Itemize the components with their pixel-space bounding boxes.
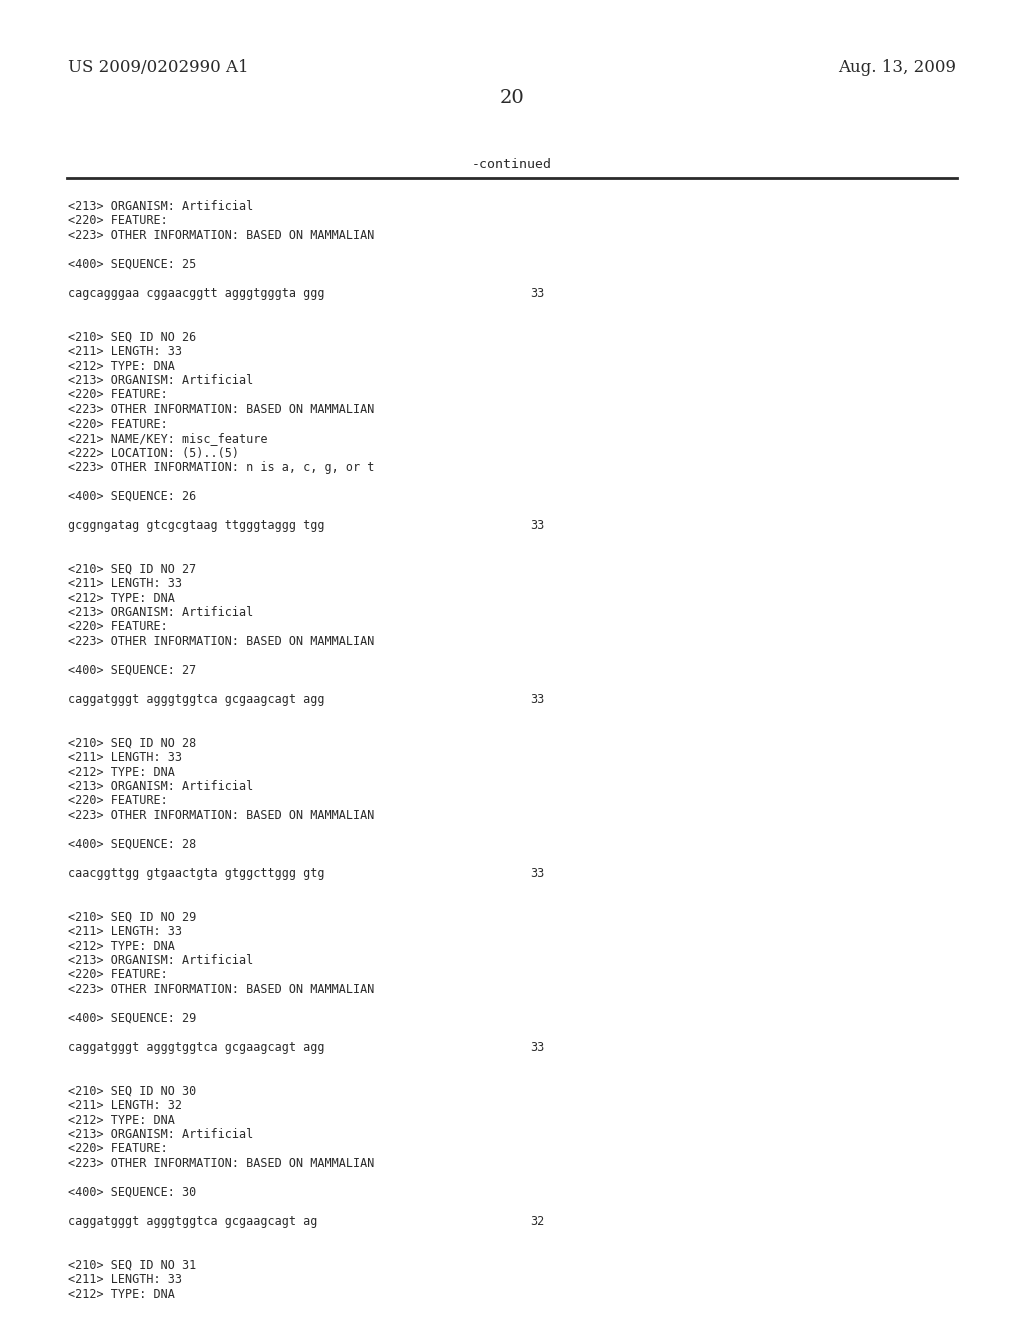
Text: <220> FEATURE:: <220> FEATURE: bbox=[68, 969, 168, 982]
Text: <212> TYPE: DNA: <212> TYPE: DNA bbox=[68, 766, 175, 779]
Text: <223> OTHER INFORMATION: BASED ON MAMMALIAN: <223> OTHER INFORMATION: BASED ON MAMMAL… bbox=[68, 635, 375, 648]
Text: caggatgggt agggtggtca gcgaagcagt agg: caggatgggt agggtggtca gcgaagcagt agg bbox=[68, 693, 325, 706]
Text: 33: 33 bbox=[530, 1041, 544, 1053]
Text: <400> SEQUENCE: 28: <400> SEQUENCE: 28 bbox=[68, 838, 197, 851]
Text: <213> ORGANISM: Artificial: <213> ORGANISM: Artificial bbox=[68, 606, 253, 619]
Text: <223> OTHER INFORMATION: BASED ON MAMMALIAN: <223> OTHER INFORMATION: BASED ON MAMMAL… bbox=[68, 1158, 375, 1170]
Text: <211> LENGTH: 33: <211> LENGTH: 33 bbox=[68, 925, 182, 939]
Text: <210> SEQ ID NO 31: <210> SEQ ID NO 31 bbox=[68, 1258, 197, 1271]
Text: caggatgggt agggtggtca gcgaagcagt agg: caggatgggt agggtggtca gcgaagcagt agg bbox=[68, 1041, 325, 1053]
Text: <211> LENGTH: 32: <211> LENGTH: 32 bbox=[68, 1100, 182, 1111]
Text: Aug. 13, 2009: Aug. 13, 2009 bbox=[838, 59, 956, 77]
Text: <212> TYPE: DNA: <212> TYPE: DNA bbox=[68, 940, 175, 953]
Text: US 2009/0202990 A1: US 2009/0202990 A1 bbox=[68, 59, 249, 77]
Text: <210> SEQ ID NO 27: <210> SEQ ID NO 27 bbox=[68, 562, 197, 576]
Text: 32: 32 bbox=[530, 1214, 544, 1228]
Text: <222> LOCATION: (5)..(5): <222> LOCATION: (5)..(5) bbox=[68, 446, 239, 459]
Text: <213> ORGANISM: Artificial: <213> ORGANISM: Artificial bbox=[68, 201, 253, 213]
Text: <220> FEATURE:: <220> FEATURE: bbox=[68, 620, 168, 634]
Text: <210> SEQ ID NO 29: <210> SEQ ID NO 29 bbox=[68, 911, 197, 924]
Text: <211> LENGTH: 33: <211> LENGTH: 33 bbox=[68, 345, 182, 358]
Text: <213> ORGANISM: Artificial: <213> ORGANISM: Artificial bbox=[68, 374, 253, 387]
Text: caggatgggt agggtggtca gcgaagcagt ag: caggatgggt agggtggtca gcgaagcagt ag bbox=[68, 1214, 317, 1228]
Text: <220> FEATURE:: <220> FEATURE: bbox=[68, 1143, 168, 1155]
Text: <221> NAME/KEY: misc_feature: <221> NAME/KEY: misc_feature bbox=[68, 432, 267, 445]
Text: <223> OTHER INFORMATION: n is a, c, g, or t: <223> OTHER INFORMATION: n is a, c, g, o… bbox=[68, 461, 375, 474]
Text: <400> SEQUENCE: 27: <400> SEQUENCE: 27 bbox=[68, 664, 197, 677]
Text: <212> TYPE: DNA: <212> TYPE: DNA bbox=[68, 591, 175, 605]
Text: <220> FEATURE:: <220> FEATURE: bbox=[68, 417, 168, 430]
Text: cagcagggaa cggaacggtt agggtgggta ggg: cagcagggaa cggaacggtt agggtgggta ggg bbox=[68, 286, 325, 300]
Text: 33: 33 bbox=[530, 286, 544, 300]
Text: <210> SEQ ID NO 30: <210> SEQ ID NO 30 bbox=[68, 1085, 197, 1097]
Text: <400> SEQUENCE: 29: <400> SEQUENCE: 29 bbox=[68, 1012, 197, 1026]
Text: <223> OTHER INFORMATION: BASED ON MAMMALIAN: <223> OTHER INFORMATION: BASED ON MAMMAL… bbox=[68, 403, 375, 416]
Text: <211> LENGTH: 33: <211> LENGTH: 33 bbox=[68, 1272, 182, 1286]
Text: <400> SEQUENCE: 26: <400> SEQUENCE: 26 bbox=[68, 490, 197, 503]
Text: <212> TYPE: DNA: <212> TYPE: DNA bbox=[68, 1114, 175, 1126]
Text: <400> SEQUENCE: 25: <400> SEQUENCE: 25 bbox=[68, 257, 197, 271]
Text: <213> ORGANISM: Artificial: <213> ORGANISM: Artificial bbox=[68, 954, 253, 968]
Text: <211> LENGTH: 33: <211> LENGTH: 33 bbox=[68, 577, 182, 590]
Text: <220> FEATURE:: <220> FEATURE: bbox=[68, 388, 168, 401]
Text: <223> OTHER INFORMATION: BASED ON MAMMALIAN: <223> OTHER INFORMATION: BASED ON MAMMAL… bbox=[68, 228, 375, 242]
Text: <400> SEQUENCE: 30: <400> SEQUENCE: 30 bbox=[68, 1185, 197, 1199]
Text: <223> OTHER INFORMATION: BASED ON MAMMALIAN: <223> OTHER INFORMATION: BASED ON MAMMAL… bbox=[68, 983, 375, 997]
Text: 33: 33 bbox=[530, 519, 544, 532]
Text: 20: 20 bbox=[500, 88, 524, 107]
Text: <213> ORGANISM: Artificial: <213> ORGANISM: Artificial bbox=[68, 1129, 253, 1140]
Text: <212> TYPE: DNA: <212> TYPE: DNA bbox=[68, 1287, 175, 1300]
Text: <212> TYPE: DNA: <212> TYPE: DNA bbox=[68, 359, 175, 372]
Text: caacggttgg gtgaactgta gtggcttggg gtg: caacggttgg gtgaactgta gtggcttggg gtg bbox=[68, 867, 325, 880]
Text: <220> FEATURE:: <220> FEATURE: bbox=[68, 214, 168, 227]
Text: -continued: -continued bbox=[472, 158, 552, 172]
Text: gcggngatag gtcgcgtaag ttgggtaggg tgg: gcggngatag gtcgcgtaag ttgggtaggg tgg bbox=[68, 519, 325, 532]
Text: <213> ORGANISM: Artificial: <213> ORGANISM: Artificial bbox=[68, 780, 253, 793]
Text: <223> OTHER INFORMATION: BASED ON MAMMALIAN: <223> OTHER INFORMATION: BASED ON MAMMAL… bbox=[68, 809, 375, 822]
Text: <211> LENGTH: 33: <211> LENGTH: 33 bbox=[68, 751, 182, 764]
Text: <220> FEATURE:: <220> FEATURE: bbox=[68, 795, 168, 808]
Text: <210> SEQ ID NO 28: <210> SEQ ID NO 28 bbox=[68, 737, 197, 750]
Text: 33: 33 bbox=[530, 867, 544, 880]
Text: 33: 33 bbox=[530, 693, 544, 706]
Text: <210> SEQ ID NO 26: <210> SEQ ID NO 26 bbox=[68, 330, 197, 343]
